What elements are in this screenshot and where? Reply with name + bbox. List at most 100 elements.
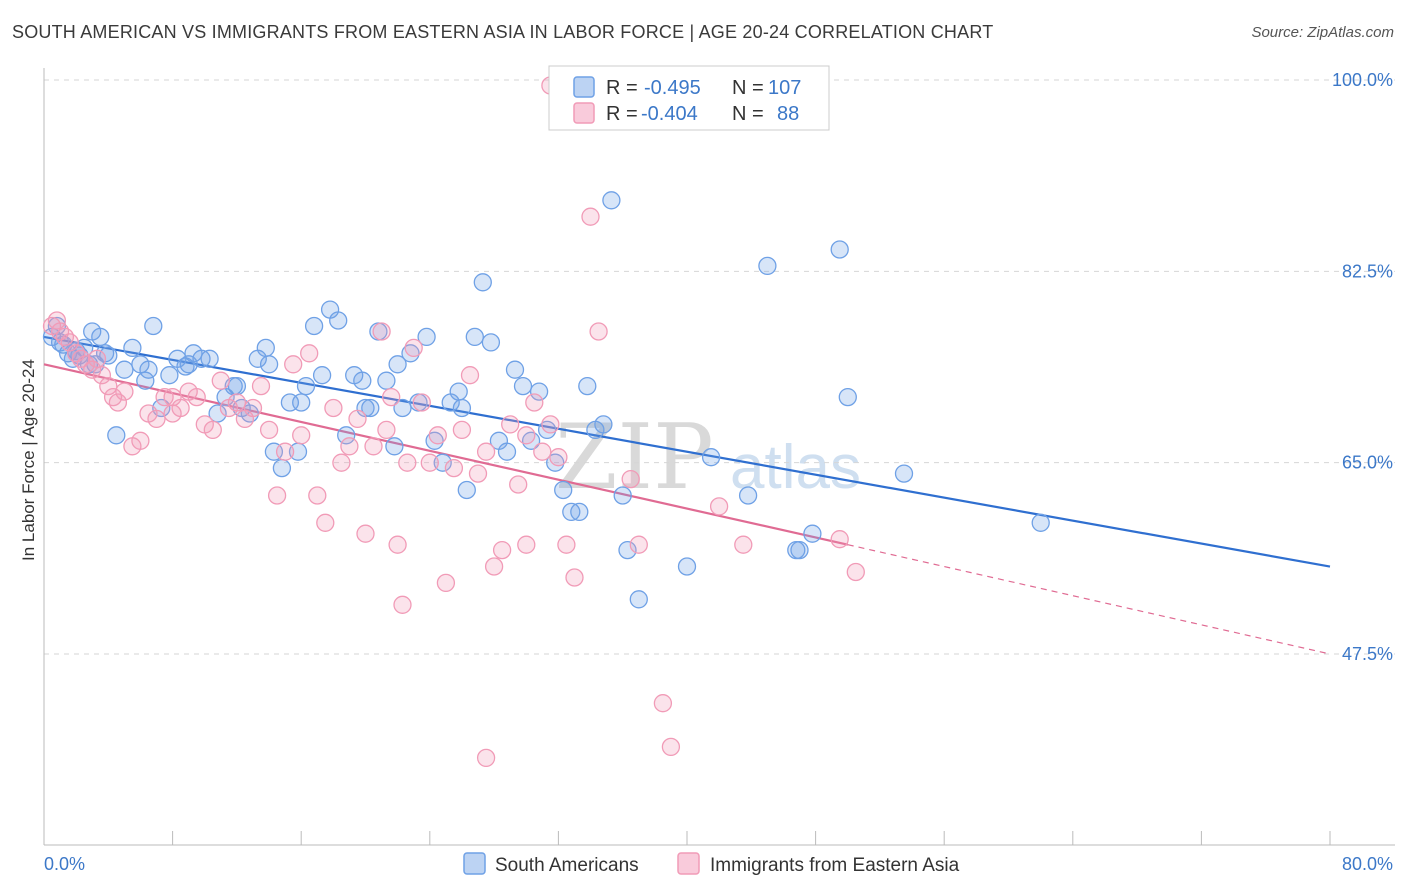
data-point-eastern-asia	[404, 338, 423, 358]
data-point-south-americans	[272, 458, 292, 478]
data-point-eastern-asia	[227, 393, 247, 412]
data-point-eastern-asia	[452, 420, 472, 440]
data-point-eastern-asia	[364, 437, 383, 456]
y-tick-label: 65.0%	[1342, 453, 1393, 473]
grid-lines	[44, 79, 1395, 655]
data-point-eastern-asia	[47, 311, 67, 330]
data-point-eastern-asia	[428, 426, 447, 445]
data-point-eastern-asia	[163, 387, 182, 407]
data-point-south-americans	[388, 355, 407, 374]
data-point-eastern-asia	[460, 366, 480, 385]
data-point-eastern-asia	[846, 562, 865, 582]
data-point-south-americans	[546, 453, 565, 472]
chart-title: SOUTH AMERICAN VS IMMIGRANTS FROM EASTER…	[12, 22, 994, 42]
data-point-south-americans	[115, 360, 134, 379]
data-point-eastern-asia	[83, 360, 102, 379]
y-tick-label: 47.5%	[1342, 644, 1393, 664]
data-point-eastern-asia	[661, 737, 681, 757]
data-point-south-americans	[200, 349, 219, 368]
data-point-eastern-asia	[412, 393, 431, 412]
data-point-eastern-asia	[533, 442, 552, 461]
data-point-south-americans	[144, 316, 163, 336]
trend-line-south-americans	[43, 335, 1331, 568]
data-point-south-americans	[529, 382, 549, 401]
data-point-south-americans	[505, 360, 525, 379]
data-point-eastern-asia	[525, 393, 544, 412]
data-point-eastern-asia	[398, 453, 417, 472]
data-point-south-americans	[312, 366, 332, 385]
data-point-south-americans	[594, 415, 613, 434]
data-point-eastern-asia	[332, 453, 351, 472]
data-point-eastern-asia	[340, 437, 359, 456]
data-point-eastern-asia	[308, 486, 327, 505]
data-point-south-americans	[296, 376, 316, 396]
legend-r-value-1: -0.495	[644, 77, 701, 99]
data-point-eastern-asia	[377, 420, 396, 440]
data-point-eastern-asia	[709, 497, 729, 516]
legend-swatch-pink	[573, 102, 595, 124]
data-point-south-americans	[433, 453, 452, 472]
data-point-eastern-asia	[565, 568, 584, 587]
data-point-eastern-asia	[581, 207, 600, 226]
data-point-south-americans	[256, 338, 275, 358]
data-point-eastern-asia	[267, 486, 287, 505]
data-point-eastern-asia	[324, 398, 343, 418]
data-point-eastern-asia	[541, 415, 560, 434]
data-point-south-americans	[259, 355, 279, 374]
data-point-eastern-asia	[316, 513, 335, 532]
data-point-south-americans	[240, 404, 259, 423]
data-point-eastern-asia	[348, 409, 367, 429]
data-point-eastern-asia	[629, 535, 648, 554]
legend-n-label-1: N =	[732, 77, 764, 99]
data-point-eastern-asia	[60, 333, 79, 352]
data-point-south-americans	[677, 557, 697, 576]
data-point-south-americans	[304, 316, 324, 336]
data-point-south-americans	[377, 371, 396, 390]
data-point-south-americans	[329, 311, 348, 330]
data-point-south-americans	[838, 387, 857, 407]
y-axis-label: In Labor Force | Age 20-24	[19, 359, 38, 561]
data-point-eastern-asia	[300, 344, 319, 363]
data-points	[42, 70, 1050, 768]
data-point-eastern-asia	[115, 382, 134, 401]
data-point-eastern-asia	[259, 420, 279, 440]
bottom-legend-swatch-pink	[677, 852, 700, 875]
chart-source: Source: ZipAtlas.com	[1251, 24, 1394, 41]
data-point-south-americans	[401, 344, 420, 363]
data-point-eastern-asia	[382, 387, 401, 407]
data-point-south-americans	[758, 256, 777, 276]
data-point-eastern-asia	[509, 475, 528, 494]
data-point-eastern-asia	[549, 448, 568, 467]
axes	[43, 68, 1395, 846]
data-point-eastern-asia	[99, 376, 118, 396]
data-point-south-americans	[613, 486, 632, 505]
watermark-zip: ZIP	[555, 405, 714, 510]
data-point-eastern-asia	[517, 535, 536, 554]
data-point-eastern-asia	[830, 530, 849, 549]
data-point-south-americans	[292, 393, 311, 412]
legend: R = -0.495 N = 107 R = -0.404 N = 88	[548, 65, 830, 131]
data-point-south-americans	[513, 376, 533, 396]
data-point-eastern-asia	[147, 409, 166, 429]
tick-labels: 47.5% 65.0% 82.5% 100.0% 0.0% 80.0%	[44, 70, 1393, 874]
data-point-south-americans	[208, 404, 227, 423]
data-point-south-americans	[457, 480, 476, 500]
legend-r-value-2: -0.404	[641, 103, 698, 125]
data-point-eastern-asia	[653, 694, 673, 713]
legend-n-value-1: 107	[768, 77, 801, 99]
data-point-south-americans	[554, 480, 573, 500]
legend-r-label-2: R =	[606, 103, 638, 125]
data-point-eastern-asia	[203, 420, 222, 440]
data-point-eastern-asia	[393, 595, 412, 614]
data-point-south-americans	[803, 524, 822, 543]
data-point-eastern-asia	[492, 540, 512, 560]
bottom-legend-label-2: Immigrants from Eastern Asia	[710, 855, 960, 876]
data-point-eastern-asia	[501, 415, 520, 434]
data-point-eastern-asia	[621, 469, 640, 489]
data-point-south-americans	[353, 371, 372, 390]
data-point-south-americans	[425, 431, 444, 450]
data-point-south-americans	[123, 338, 142, 358]
data-point-south-americans	[537, 420, 557, 440]
data-point-south-americans	[337, 426, 356, 445]
